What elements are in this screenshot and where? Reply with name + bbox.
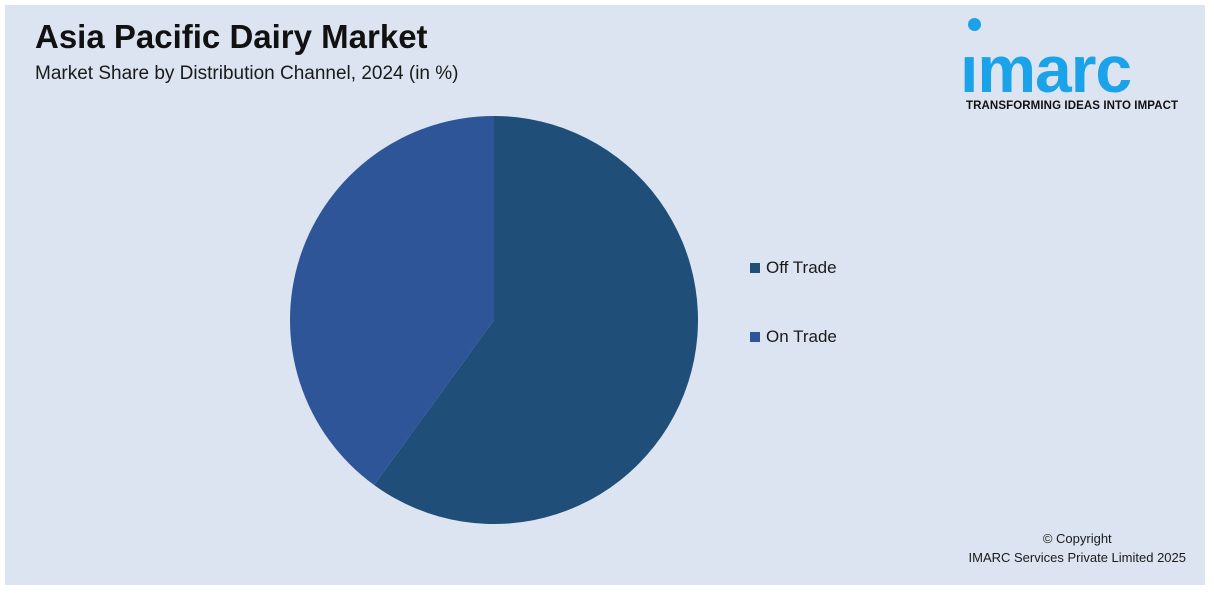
logo-dot-icon	[968, 18, 981, 31]
legend-item-off-trade: Off Trade	[750, 258, 837, 282]
logo-wordmark: ımarc	[960, 32, 1132, 106]
legend-label-on-trade: On Trade	[766, 327, 837, 346]
logo-tagline: TRANSFORMING IDEAS INTO IMPACT	[966, 100, 1179, 112]
pie-slice-off-trade	[374, 116, 698, 524]
chart-subtitle: Market Share by Distribution Channel, 20…	[35, 63, 459, 84]
pie-slice-on-trade	[290, 116, 494, 486]
copyright-company: IMARC Services Private Limited 2025	[968, 550, 1186, 565]
copyright-notice: © Copyright IMARC Services Private Limit…	[969, 529, 1186, 567]
chart-legend: Off Trade On Trade	[750, 258, 837, 396]
legend-swatch-off-trade	[750, 263, 760, 273]
legend-item-on-trade: On Trade	[750, 327, 837, 351]
chart-title: Asia Pacific Dairy Market	[35, 18, 428, 55]
copyright-line: © Copyright	[1042, 531, 1112, 546]
imarc-logo: ımarc TRANSFORMING IDEAS INTO IMPACT	[960, 16, 1196, 116]
legend-swatch-on-trade	[750, 332, 760, 342]
legend-label-off-trade: Off Trade	[766, 258, 837, 277]
